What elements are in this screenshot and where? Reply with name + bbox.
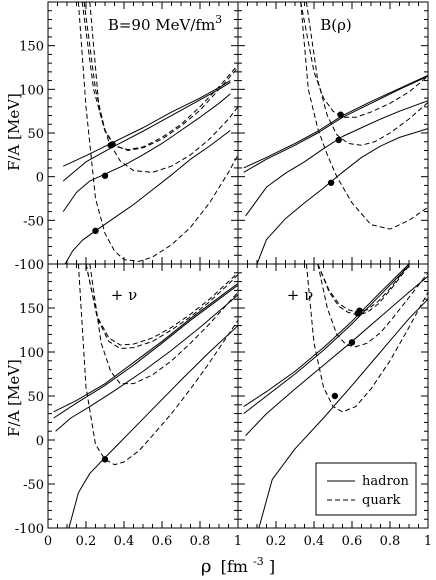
y-tick-label: 0 [36, 171, 44, 186]
x-axis-label-symbol: ρ [201, 556, 212, 577]
quark-curve [83, 2, 238, 151]
quark-curve [300, 2, 428, 118]
hadron-curve [62, 93, 231, 212]
y-tick-label: -50 [23, 478, 44, 493]
x-tick-label: 0.6 [342, 534, 363, 549]
hadron-curve [256, 128, 428, 264]
crossing-point [101, 172, 109, 179]
hadron-curve [62, 81, 231, 182]
x-tick-label: 0.6 [152, 534, 173, 549]
quark-curve [81, 2, 238, 151]
quark-curve [317, 264, 410, 316]
y-tick-label: 100 [19, 346, 44, 361]
crossing-point [109, 141, 116, 148]
quark-curve [85, 264, 238, 346]
x-axis-label-close: ] [269, 557, 275, 576]
y-tick-label: 150 [19, 302, 44, 317]
x-axis-label: ρ [fm -3 ] [201, 550, 275, 577]
y-tick-label: -100 [15, 258, 44, 273]
x-tick-label: 0.2 [266, 534, 287, 549]
legend: hadron quark [315, 462, 417, 516]
x-tick-label: 1 [424, 534, 432, 549]
quark-curve [77, 264, 238, 466]
hadron-curve [64, 129, 231, 264]
x-tick-label: 0.2 [76, 534, 97, 549]
hadron-curve [243, 74, 428, 169]
curves [53, 264, 238, 528]
hadron-curve [243, 264, 410, 407]
quark-curve [77, 2, 238, 262]
quark-curve [89, 264, 238, 385]
x-tick-label: 0.8 [190, 534, 211, 549]
hadron-curve [258, 298, 428, 528]
hadron-curve [53, 284, 238, 419]
x-tick-label: 0 [44, 534, 52, 549]
legend-hadron-label: hadron [362, 474, 409, 489]
curves [243, 2, 428, 264]
quark-curve [85, 264, 238, 349]
hadron-curve [53, 282, 238, 413]
panel-annotation: + ν [287, 286, 313, 304]
legend-box [315, 462, 417, 516]
crossing-point [101, 456, 109, 463]
y-axis-label-top: F/A [MeV] [5, 93, 23, 171]
x-tick-label: 0.8 [380, 534, 401, 549]
y-tick-label: 50 [27, 390, 44, 405]
x-axis-label-unit: [fm [221, 557, 248, 576]
quark-curve [305, 264, 428, 413]
x-tick-label: 1 [234, 534, 242, 549]
crossing-point [348, 339, 356, 346]
hadron-curve [243, 265, 410, 414]
hadron-curve [68, 325, 238, 528]
hadron-curve [245, 100, 428, 217]
panel-bottom-right: 0.2 0.4 0.6 0.8 1 + ν [237, 263, 432, 549]
panel-annotation: B=90 MeV/fm3 [108, 13, 222, 34]
x-axis-label-exponent: -3 [253, 555, 264, 568]
crossing-point [331, 392, 339, 400]
y-tick-label: 50 [27, 127, 44, 142]
x-tick-label: 0.4 [304, 534, 325, 549]
quark-curve [305, 2, 428, 146]
crossing-point [92, 227, 99, 235]
panel-frame [47, 1, 239, 265]
y-tick-label: -50 [23, 214, 44, 229]
quark-curve [89, 2, 238, 173]
legend-quark-label: quark [362, 493, 401, 508]
y-tick-label: 0 [36, 434, 44, 449]
panel-top-left: -100 -50 0 50 100 150 B=90 MeV/fm3 [15, 1, 239, 273]
hadron-curve [245, 275, 428, 436]
panel-annotation: B(ρ) [320, 16, 352, 34]
crossing-point [354, 310, 361, 317]
crossing-point [337, 111, 344, 118]
panel-top-right: B(ρ) [237, 1, 429, 265]
quark-curve [317, 264, 428, 348]
curves [243, 264, 428, 528]
hadron-curve [55, 294, 238, 432]
quark-curve [300, 2, 428, 230]
crossing-point [327, 179, 335, 186]
panel-frame [47, 263, 239, 529]
curves [62, 2, 238, 264]
x-tick-label: 0.4 [114, 534, 135, 549]
y-tick-label: 150 [19, 40, 44, 55]
panel-bottom-left: -100 -50 0 50 100 150 0 0.2 0.4 0.6 0.8 1 + ν [15, 263, 242, 549]
y-tick-label: 100 [19, 83, 44, 98]
panel-annotation: + ν [111, 286, 137, 304]
hadron-curve [62, 80, 231, 167]
hadron-curve [243, 75, 428, 173]
y-tick-label: -100 [15, 522, 44, 537]
crossing-point [335, 136, 342, 144]
quark-curve [317, 264, 410, 313]
y-axis-label-bottom: F/A [MeV] [5, 359, 23, 437]
